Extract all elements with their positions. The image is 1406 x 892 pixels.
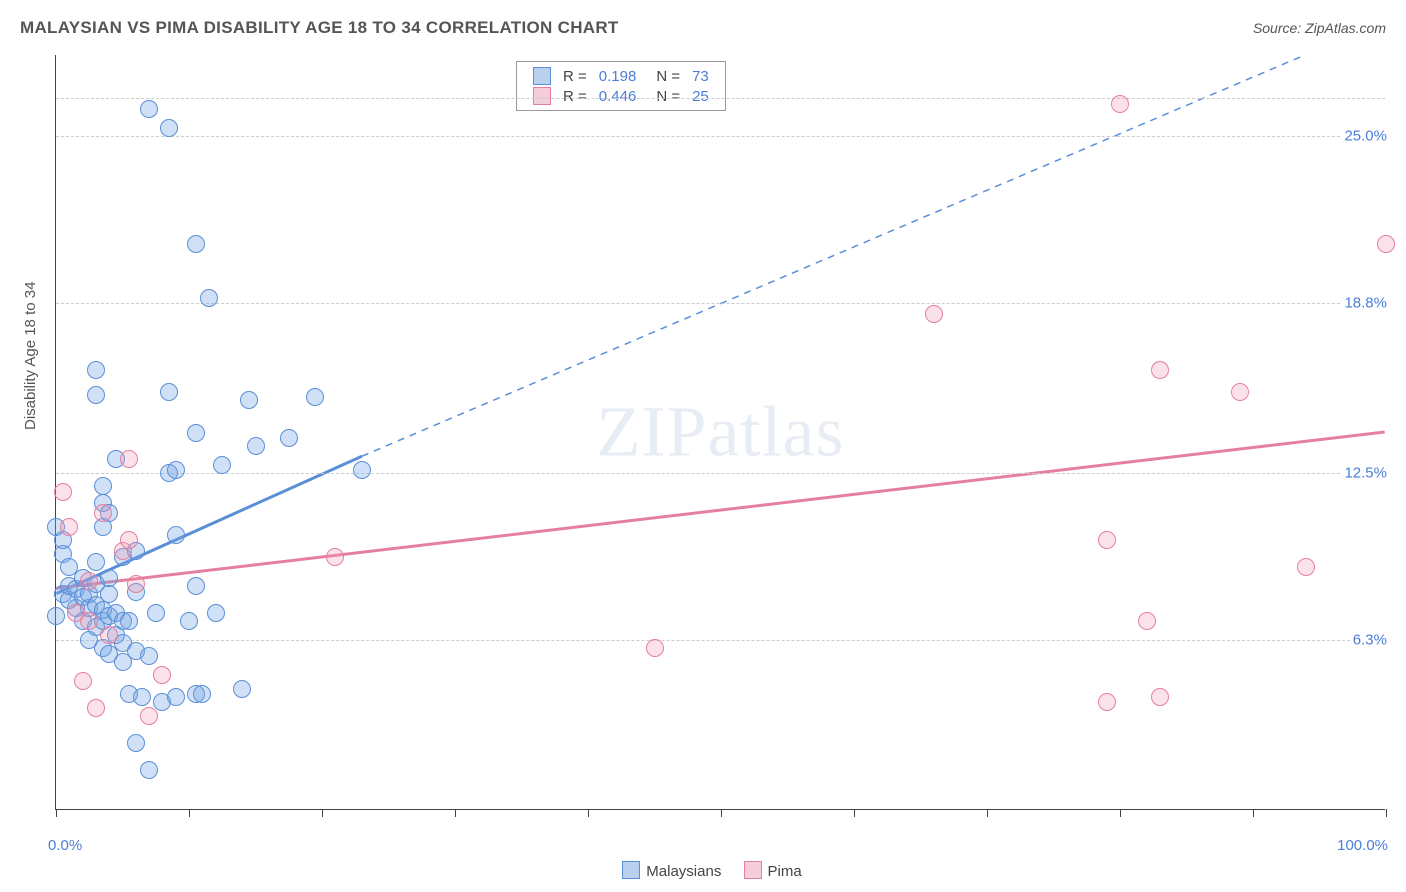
scatter-point-malaysians bbox=[213, 456, 231, 474]
x-tick bbox=[322, 809, 323, 817]
scatter-point-malaysians bbox=[120, 612, 138, 630]
scatter-point-malaysians bbox=[193, 685, 211, 703]
scatter-plot: ZIPatlas R = 0.198N = 73R = 0.446N = 25 … bbox=[55, 55, 1385, 810]
scatter-point-malaysians bbox=[87, 361, 105, 379]
y-axis-label: Disability Age 18 to 34 bbox=[22, 282, 39, 430]
scatter-point-malaysians bbox=[140, 647, 158, 665]
scatter-point-pima bbox=[74, 672, 92, 690]
scatter-point-malaysians bbox=[100, 585, 118, 603]
x-tick bbox=[721, 809, 722, 817]
gridline bbox=[56, 98, 1385, 99]
scatter-point-malaysians bbox=[140, 761, 158, 779]
scatter-point-pima bbox=[1098, 531, 1116, 549]
scatter-point-malaysians bbox=[200, 289, 218, 307]
scatter-point-malaysians bbox=[94, 477, 112, 495]
scatter-point-malaysians bbox=[47, 607, 65, 625]
scatter-point-malaysians bbox=[133, 688, 151, 706]
x-tick bbox=[1386, 809, 1387, 817]
scatter-point-malaysians bbox=[87, 386, 105, 404]
x-tick bbox=[1253, 809, 1254, 817]
scatter-point-pima bbox=[94, 504, 112, 522]
scatter-point-pima bbox=[80, 612, 98, 630]
x-tick bbox=[588, 809, 589, 817]
scatter-point-malaysians bbox=[147, 604, 165, 622]
stats-legend-box: R = 0.198N = 73R = 0.446N = 25 bbox=[516, 61, 726, 111]
scatter-point-malaysians bbox=[167, 461, 185, 479]
scatter-point-pima bbox=[140, 707, 158, 725]
scatter-point-malaysians bbox=[187, 577, 205, 595]
scatter-point-pima bbox=[1377, 235, 1395, 253]
scatter-point-malaysians bbox=[247, 437, 265, 455]
scatter-point-malaysians bbox=[87, 553, 105, 571]
scatter-point-pima bbox=[54, 483, 72, 501]
scatter-point-pima bbox=[80, 572, 98, 590]
x-axis-min-label: 0.0% bbox=[48, 837, 82, 854]
scatter-point-pima bbox=[1231, 383, 1249, 401]
scatter-point-malaysians bbox=[240, 391, 258, 409]
scatter-point-malaysians bbox=[233, 680, 251, 698]
x-tick bbox=[1120, 809, 1121, 817]
chart-title: MALAYSIAN VS PIMA DISABILITY AGE 18 TO 3… bbox=[20, 18, 1386, 38]
scatter-point-malaysians bbox=[100, 569, 118, 587]
gridline bbox=[56, 303, 1385, 304]
scatter-point-malaysians bbox=[160, 119, 178, 137]
scatter-point-pima bbox=[120, 531, 138, 549]
scatter-point-malaysians bbox=[306, 388, 324, 406]
scatter-point-malaysians bbox=[167, 526, 185, 544]
scatter-point-malaysians bbox=[160, 383, 178, 401]
scatter-point-pima bbox=[100, 626, 118, 644]
scatter-point-pima bbox=[120, 450, 138, 468]
y-tick-label: 12.5% bbox=[1342, 464, 1389, 481]
x-axis-max-label: 100.0% bbox=[1337, 837, 1388, 854]
scatter-point-pima bbox=[1151, 688, 1169, 706]
scatter-point-malaysians bbox=[207, 604, 225, 622]
footer-legend: Malaysians Pima bbox=[0, 861, 1406, 880]
scatter-point-pima bbox=[60, 518, 78, 536]
scatter-point-pima bbox=[326, 548, 344, 566]
scatter-point-malaysians bbox=[140, 100, 158, 118]
legend-label-malaysians: Malaysians bbox=[646, 863, 721, 880]
scatter-point-pima bbox=[153, 666, 171, 684]
y-tick-label: 18.8% bbox=[1342, 295, 1389, 312]
x-tick bbox=[56, 809, 57, 817]
gridline bbox=[56, 136, 1385, 137]
x-tick bbox=[189, 809, 190, 817]
scatter-point-pima bbox=[127, 575, 145, 593]
watermark: ZIPatlas bbox=[597, 391, 845, 474]
y-tick-label: 25.0% bbox=[1342, 127, 1389, 144]
scatter-point-pima bbox=[1151, 361, 1169, 379]
scatter-point-malaysians bbox=[187, 424, 205, 442]
x-tick bbox=[987, 809, 988, 817]
scatter-point-malaysians bbox=[353, 461, 371, 479]
x-tick bbox=[455, 809, 456, 817]
scatter-point-pima bbox=[646, 639, 664, 657]
scatter-point-pima bbox=[1098, 693, 1116, 711]
source-label: Source: ZipAtlas.com bbox=[1253, 20, 1386, 36]
scatter-point-malaysians bbox=[127, 734, 145, 752]
y-tick-label: 6.3% bbox=[1351, 632, 1389, 649]
scatter-point-malaysians bbox=[280, 429, 298, 447]
scatter-point-pima bbox=[925, 305, 943, 323]
scatter-point-pima bbox=[1138, 612, 1156, 630]
legend-label-pima: Pima bbox=[768, 863, 802, 880]
scatter-point-pima bbox=[87, 699, 105, 717]
scatter-point-malaysians bbox=[187, 235, 205, 253]
scatter-point-malaysians bbox=[167, 688, 185, 706]
gridline bbox=[56, 640, 1385, 641]
scatter-point-pima bbox=[1297, 558, 1315, 576]
scatter-point-malaysians bbox=[180, 612, 198, 630]
scatter-point-pima bbox=[1111, 95, 1129, 113]
x-tick bbox=[854, 809, 855, 817]
gridline bbox=[56, 473, 1385, 474]
